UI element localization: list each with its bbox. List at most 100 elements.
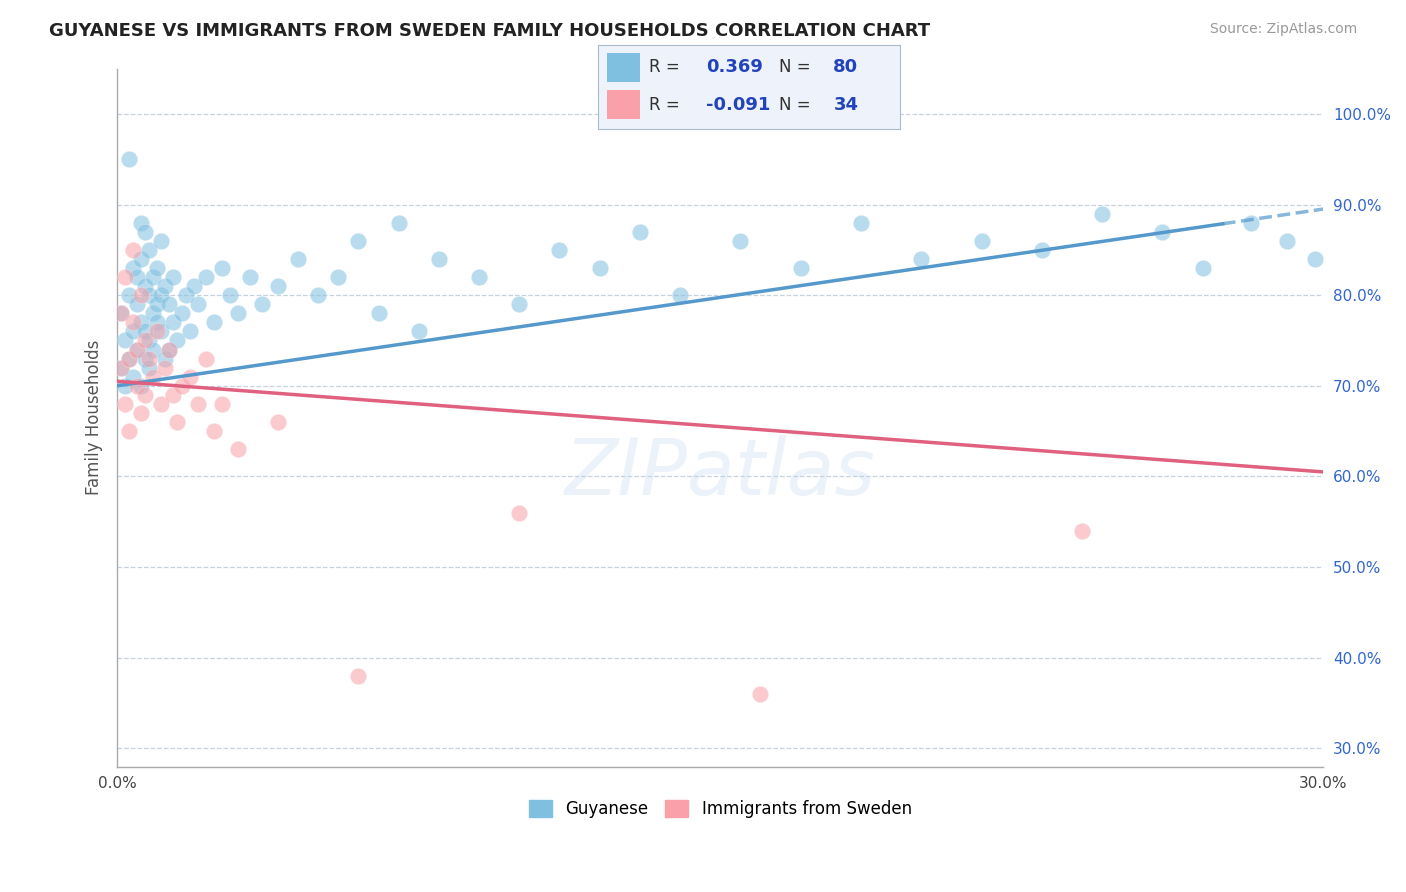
Text: N =: N = [779, 95, 815, 114]
Point [142, 369, 165, 384]
Point [131, 216, 153, 230]
Point [131, 252, 153, 266]
Point [669, 288, 692, 302]
Bar [606, 54, 640, 82]
Point [174, 288, 197, 302]
Point [142, 306, 165, 320]
Point [170, 379, 193, 393]
Point [267, 279, 290, 293]
Point [1071, 524, 1094, 538]
Text: ZIPatlas: ZIPatlas [565, 435, 876, 511]
Point [114, 334, 136, 348]
Point [162, 315, 184, 329]
Point [146, 297, 169, 311]
Point [155, 360, 177, 375]
Point [138, 334, 160, 348]
Point [146, 325, 169, 339]
Point [307, 288, 329, 302]
Point [118, 152, 141, 166]
Point [1031, 243, 1053, 257]
Point [468, 270, 491, 285]
Bar [606, 90, 640, 120]
Point [131, 288, 153, 302]
Point [159, 343, 181, 357]
Point [134, 279, 156, 293]
Point [146, 315, 169, 329]
Point [138, 288, 160, 302]
Point [118, 351, 141, 366]
Point [150, 234, 173, 248]
Point [114, 270, 136, 285]
Point [155, 279, 177, 293]
Point [118, 424, 141, 438]
Y-axis label: Family Households: Family Households [86, 340, 103, 495]
Point [127, 379, 149, 393]
Text: GUYANESE VS IMMIGRANTS FROM SWEDEN FAMILY HOUSEHOLDS CORRELATION CHART: GUYANESE VS IMMIGRANTS FROM SWEDEN FAMIL… [49, 22, 931, 40]
Point [730, 234, 752, 248]
Point [138, 360, 160, 375]
Text: R =: R = [650, 59, 685, 77]
Point [194, 351, 217, 366]
Point [179, 325, 201, 339]
Point [159, 343, 181, 357]
Point [749, 687, 772, 701]
Point [508, 297, 530, 311]
Point [1275, 234, 1298, 248]
Text: 0.369: 0.369 [706, 59, 763, 77]
Point [202, 315, 225, 329]
Point [127, 343, 149, 357]
Point [427, 252, 450, 266]
Point [122, 325, 145, 339]
Point [127, 270, 149, 285]
Text: -0.091: -0.091 [706, 95, 770, 114]
Point [1191, 260, 1213, 275]
Point [267, 415, 290, 429]
Point [588, 260, 610, 275]
Point [347, 669, 370, 683]
Point [170, 306, 193, 320]
Point [155, 351, 177, 366]
Point [183, 279, 205, 293]
Point [150, 397, 173, 411]
Point [134, 225, 156, 239]
Point [388, 216, 411, 230]
Point [287, 252, 309, 266]
Point [328, 270, 350, 285]
Point [628, 225, 651, 239]
Point [142, 343, 165, 357]
Point [134, 351, 156, 366]
Point [131, 315, 153, 329]
Point [134, 325, 156, 339]
Point [110, 360, 132, 375]
Point [408, 325, 430, 339]
Text: Source: ZipAtlas.com: Source: ZipAtlas.com [1209, 22, 1357, 37]
Point [250, 297, 273, 311]
Point [150, 325, 173, 339]
Point [138, 243, 160, 257]
Point [1091, 206, 1114, 220]
Point [166, 415, 188, 429]
Point [194, 270, 217, 285]
Point [127, 343, 149, 357]
Point [1303, 252, 1326, 266]
Point [110, 360, 132, 375]
Point [211, 397, 233, 411]
Point [122, 243, 145, 257]
Point [1240, 216, 1263, 230]
Point [367, 306, 389, 320]
Point [127, 297, 149, 311]
Point [114, 397, 136, 411]
Text: R =: R = [650, 95, 685, 114]
Point [142, 270, 165, 285]
Point [849, 216, 872, 230]
Point [187, 297, 209, 311]
Point [508, 506, 530, 520]
Point [239, 270, 262, 285]
Point [122, 260, 145, 275]
Point [122, 315, 145, 329]
Point [162, 270, 184, 285]
Point [110, 306, 132, 320]
Point [218, 288, 240, 302]
Point [166, 334, 188, 348]
Point [146, 260, 169, 275]
